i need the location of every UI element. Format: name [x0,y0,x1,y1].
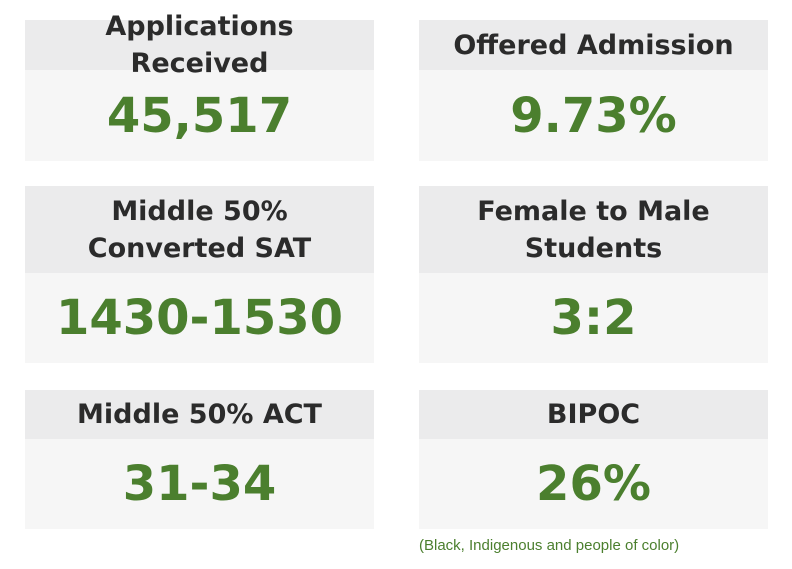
stat-label: Offered Admission [419,20,768,70]
stat-value: 3:2 [419,273,768,363]
stat-value: 9.73% [419,70,768,161]
stat-card-applications: Applications Received 45,517 [25,11,374,161]
stat-label: Applications Received [25,11,374,79]
stat-label: Middle 50% Converted SAT [25,186,374,273]
stat-card-offered-admission: Offered Admission 9.73% [419,20,768,161]
stat-card-bipoc: BIPOC 26% [419,390,768,529]
stat-value: 1430-1530 [25,273,374,363]
stat-label: BIPOC [419,390,768,439]
stat-card-sat: Middle 50% Converted SAT 1430-1530 [25,186,374,363]
stat-value: 31-34 [25,439,374,529]
stat-value: 26% [419,439,768,529]
stat-label: Middle 50% ACT [25,390,374,439]
stat-card-act: Middle 50% ACT 31-34 [25,390,374,529]
stat-label: Female to Male Students [419,186,768,273]
stat-card-gender-ratio: Female to Male Students 3:2 [419,186,768,363]
stat-value: 45,517 [25,70,374,161]
bipoc-footnote: (Black, Indigenous and people of color) [419,537,680,554]
